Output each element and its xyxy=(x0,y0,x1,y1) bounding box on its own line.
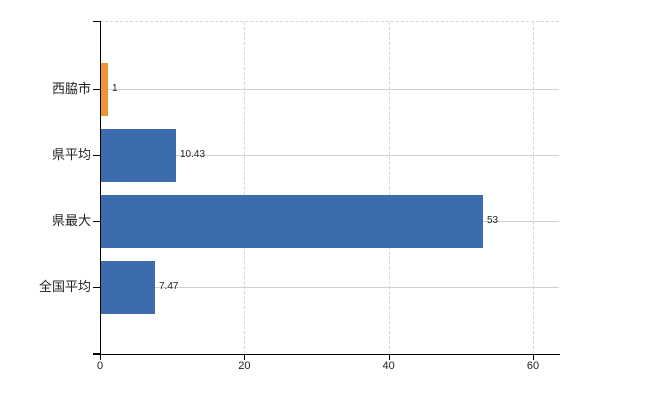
bar xyxy=(101,261,155,314)
bar xyxy=(101,63,108,116)
x-tick-label: 40 xyxy=(382,360,395,372)
y-axis-tick xyxy=(93,89,100,90)
x-axis-line xyxy=(93,354,560,355)
vertical-gridline xyxy=(244,22,246,354)
y-axis-line xyxy=(100,21,101,354)
row-gridline xyxy=(100,155,559,156)
x-axis-tick xyxy=(244,355,246,360)
category-label: 西脇市 xyxy=(51,81,91,96)
x-tick-label: 60 xyxy=(526,360,540,372)
category-label: 県平均 xyxy=(51,147,91,162)
vertical-gridline xyxy=(533,22,535,354)
bar xyxy=(101,129,176,182)
x-axis-tick xyxy=(100,355,101,360)
bar-value-label: 7.47 xyxy=(159,281,179,292)
category-label: 県最大 xyxy=(51,213,91,228)
x-tick-label: 20 xyxy=(238,360,251,372)
x-tick-label: 0 xyxy=(96,360,104,372)
x-axis-tick xyxy=(533,355,535,360)
x-axis-tick xyxy=(388,355,390,360)
bar xyxy=(101,195,483,248)
row-gridline xyxy=(100,287,559,288)
category-label: 全国平均 xyxy=(38,279,91,294)
row-gridline xyxy=(100,89,559,90)
y-axis-tick xyxy=(93,221,100,222)
plot-top-border xyxy=(100,21,559,22)
y-axis-tick xyxy=(93,155,100,156)
y-axis-tick xyxy=(93,287,100,288)
bar-value-label: 10.43 xyxy=(180,149,206,160)
y-axis-end-tick xyxy=(93,21,100,22)
y-axis-end-tick xyxy=(93,353,100,354)
bar-value-label: 53 xyxy=(487,215,499,226)
vertical-gridline xyxy=(388,22,390,354)
bar-value-label: 1 xyxy=(112,83,118,94)
